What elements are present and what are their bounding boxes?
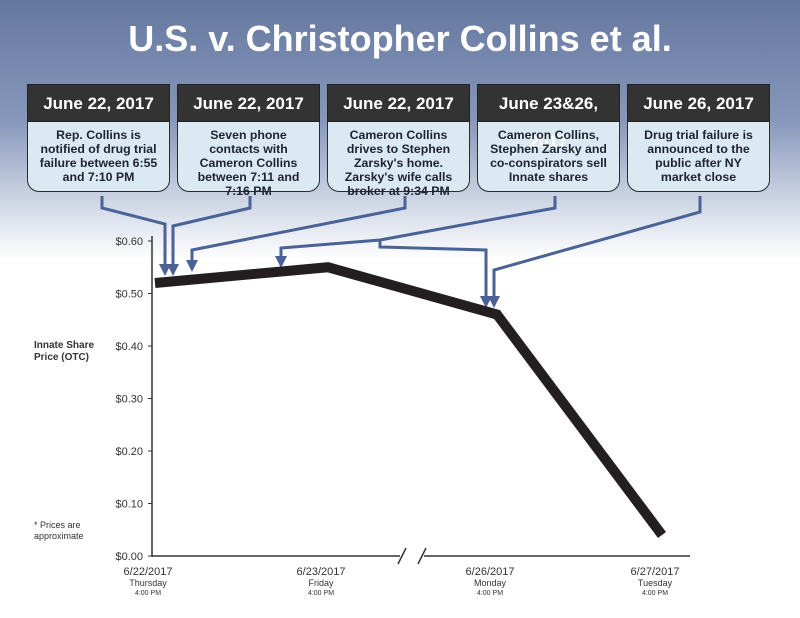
x-weekday-label: Monday: [474, 578, 507, 588]
connector: [171, 196, 252, 266]
event-text: Drug trial failure is announced to the p…: [627, 122, 770, 192]
axis-break-gap: [400, 548, 424, 564]
event-text: Cameron Collins drives to Stephen Zarsky…: [327, 122, 470, 198]
x-time-label: 4:00 PM: [642, 590, 668, 597]
event-text: Cameron Collins, Stephen Zarsky and co-c…: [477, 122, 620, 192]
y-tick-label: $0.10: [115, 499, 143, 511]
x-time-label: 4:00 PM: [308, 590, 334, 597]
x-time-label: 4:00 PM: [135, 590, 161, 597]
event-box: June 22, 2017 Cameron Collins drives to S…: [327, 84, 470, 198]
x-weekday-label: Friday: [308, 578, 334, 588]
y-axis-label: Innate Share Price (OTC): [34, 340, 95, 363]
arrowhead: [167, 264, 179, 276]
axis-break: [397, 547, 407, 565]
event-date: June 22, 2017: [27, 84, 170, 122]
connectors: [100, 196, 702, 298]
event-date: June 22, 2017: [177, 84, 320, 122]
arrowhead: [159, 264, 171, 276]
x-tick-label: 6/22/2017: [124, 566, 173, 578]
x-tick-label: 6/27/2017: [631, 566, 680, 578]
connector: [378, 240, 488, 298]
x-weekday-label: Tuesday: [638, 578, 673, 588]
connector: [100, 196, 167, 266]
arrowheads: [159, 256, 500, 308]
y-tick-label: $0.30: [115, 394, 143, 406]
connector: [190, 196, 407, 262]
x-tick-label: 6/23/2017: [297, 566, 346, 578]
arrowhead: [275, 256, 287, 268]
arrowhead: [488, 296, 500, 308]
x-tick-label: 6/26/2017: [466, 566, 515, 578]
note: * Prices are approximate: [34, 520, 84, 541]
event-text: Seven phone contacts with Cameron Collin…: [177, 122, 320, 198]
event-box: June 26, 2017 Drug trial failure is annou…: [627, 84, 770, 192]
x-weekday-label: Thursday: [129, 578, 167, 588]
event-date: June 26, 2017: [627, 84, 770, 122]
event-box: June 22, 2017 Seven phone contacts with C…: [177, 84, 320, 198]
y-tick-label: $0.40: [115, 341, 143, 353]
event-box: June 22, 2017 Rep. Collins is notified of…: [27, 84, 170, 192]
event-date: June 22, 2017: [327, 84, 470, 122]
event-text: Rep. Collins is notified of drug trial f…: [27, 122, 170, 192]
y-tick-label: $0.60: [115, 236, 143, 248]
arrowhead: [480, 296, 492, 308]
y-tick-label: $0.50: [115, 289, 143, 301]
title: U.S. v. Christopher Collins et al.: [128, 18, 672, 59]
x-time-label: 4:00 PM: [477, 590, 503, 597]
price-line: [154, 262, 667, 538]
axis-break: [417, 547, 427, 565]
y-tick-label: $0.00: [115, 551, 143, 563]
connector: [492, 196, 702, 298]
y-tick-label: $0.20: [115, 446, 143, 458]
arrowhead: [186, 260, 198, 272]
event-date: June 23&26, 2017: [477, 84, 620, 151]
